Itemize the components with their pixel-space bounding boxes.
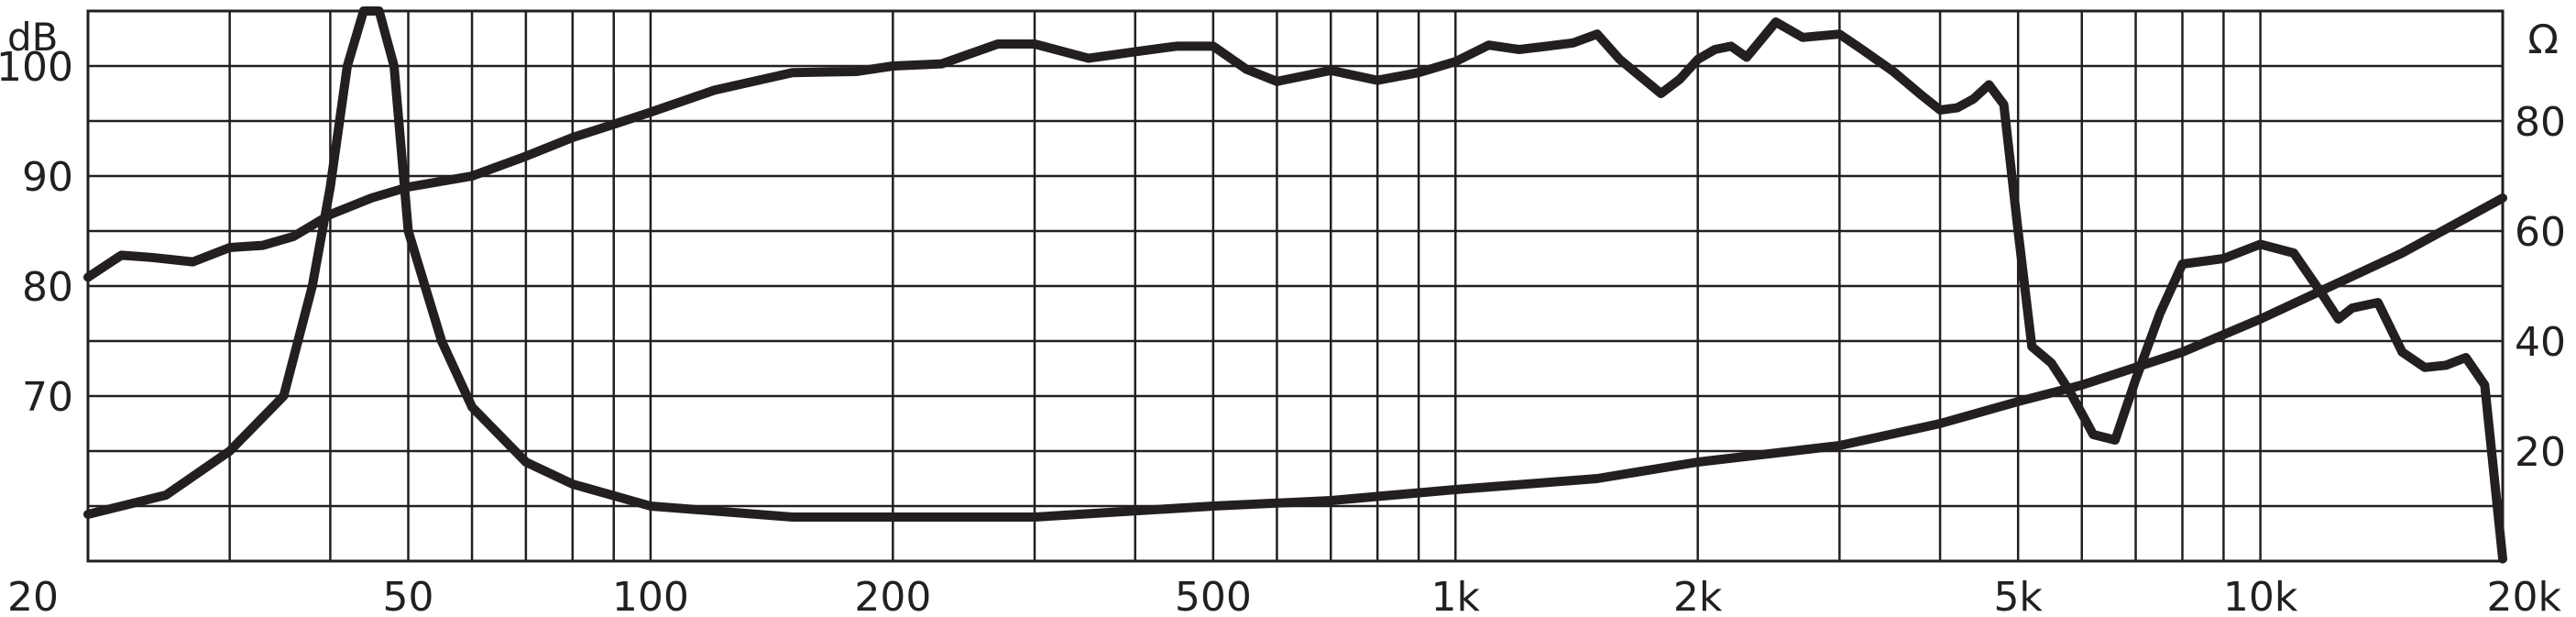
right-y-tick-label: 40	[2515, 319, 2566, 366]
plot-frame	[86, 9, 2505, 563]
left-y-tick-label: 80	[22, 264, 73, 311]
curves	[83, 6, 2507, 564]
right-y-tick-label: 80	[2515, 99, 2566, 146]
x-tick-label: 10k	[2223, 574, 2298, 617]
left-y-tick-label: 100	[0, 44, 73, 91]
horizontal-gridlines	[88, 64, 2503, 508]
spl-curve	[83, 17, 2507, 564]
impedance-curve	[83, 6, 2507, 522]
x-tick-label: 20k	[2487, 574, 2562, 617]
left-y-tick-label: 90	[22, 154, 73, 201]
left-y-tick-label: 70	[22, 374, 73, 421]
right-y-tick-label: 60	[2515, 209, 2566, 256]
x-tick-label: 2k	[1673, 574, 1723, 617]
x-tick-label: 100	[612, 574, 689, 617]
right-axis-unit: Ω	[2527, 17, 2559, 63]
right-y-tick-label: 20	[2515, 429, 2566, 476]
left-axis-unit: dB	[7, 15, 58, 60]
x-tick-label: 1k	[1431, 574, 1481, 617]
x-tick-label: 500	[1175, 574, 1252, 617]
x-tick-label: 200	[854, 574, 931, 617]
x-tick-label: 5k	[1993, 574, 2043, 617]
axis-labels: 20 50 100 200 500 1k 2k 5k 10k 20k 100 90 80 70 dB 80 60…	[0, 15, 2566, 617]
x-tick-label: 50	[383, 574, 434, 617]
x-tick-label: 20	[7, 574, 59, 617]
